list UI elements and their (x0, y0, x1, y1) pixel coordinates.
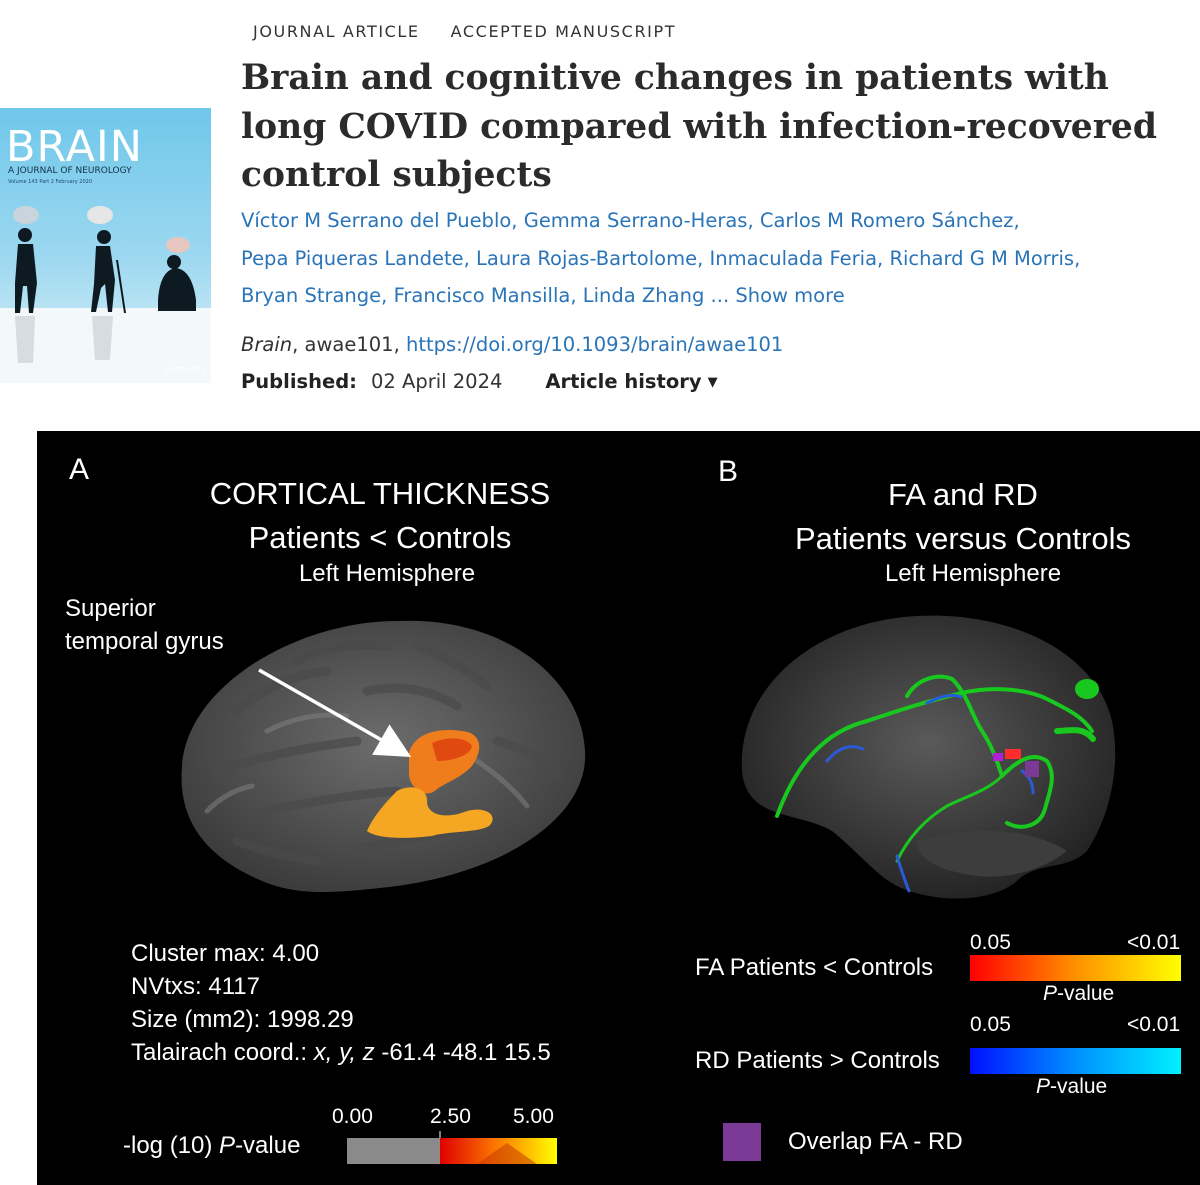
fa-tick-high: <0.01 (1127, 931, 1181, 954)
cover-illustration (0, 206, 211, 383)
cover-volume: Volume 143 Part 2 February 2020 (8, 179, 93, 185)
overlap-swatch (723, 1123, 761, 1161)
annotation-temporal-gyrus: temporal gyrus (65, 628, 224, 655)
author-ellipsis: ... (710, 284, 730, 307)
article-history-dropdown[interactable]: Article history ▼ (545, 370, 718, 393)
author-link[interactable]: Linda Zhang (582, 284, 705, 307)
publication-info: Published: 02 April 2024 Article history… (241, 370, 718, 393)
author-link[interactable]: Bryan Strange (241, 284, 382, 307)
stat-size: Size (mm2): 1998.29 (131, 1006, 354, 1033)
fa-pvalue-label: P-value (1043, 982, 1115, 1005)
caret-down-icon: ▼ (707, 375, 718, 390)
author-link[interactable]: Francisco Mansilla (393, 284, 571, 307)
colorbar-a-tick-1: 2.50 (430, 1105, 471, 1128)
author-link[interactable]: Richard G M Morris (889, 246, 1075, 270)
journal-name: Brain (241, 333, 293, 356)
colorbar-a-tick-0: 0.00 (332, 1105, 373, 1128)
inflated-cortex-surface (181, 620, 586, 892)
panel-b-title: FA and RD (888, 477, 1038, 512)
doi-link[interactable]: https://doi.org/10.1093/brain/awae101 (405, 333, 784, 356)
figure: A CORTICAL THICKNESS Patients < Controls… (37, 431, 1200, 1185)
author-link[interactable]: Víctor M Serrano del Pueblo (241, 209, 512, 232)
author-link[interactable]: Inmaculada Feria (709, 246, 878, 270)
colorbar-rd (970, 1048, 1181, 1074)
article-id: , awae101, (292, 333, 406, 356)
author-link[interactable]: Laura Rojas-Bartolome (476, 246, 698, 270)
figure-images (181, 615, 1181, 1164)
article-title: Brain and cognitive changes in patients … (241, 58, 1158, 195)
author-list: Víctor M Serrano del Pueblo, Gemma Serra… (241, 209, 1081, 307)
panel-a-hemisphere: Left Hemisphere (298, 560, 476, 587)
colorbar-a-label: -log (10) P-value (123, 1132, 301, 1159)
article-header: JOURNAL ARTICLE ACCEPTED MANUSCRIPT BRAI… (0, 0, 1200, 425)
cover-publisher: OXFORD (165, 366, 205, 375)
author-link[interactable]: Pepa Piqueras Landete (241, 246, 464, 270)
fa-legend-label: FA Patients < Controls (695, 954, 934, 981)
rd-legend-label: RD Patients > Controls (695, 1047, 940, 1074)
colorbar-a-tick-2: 5.00 (513, 1105, 554, 1128)
stat-nvtxs: NVtxs: 4117 (131, 973, 260, 1000)
show-more-authors-link[interactable]: Show more (735, 284, 845, 307)
citation-line: Brain, awae101, https://doi.org/10.1093/… (241, 333, 783, 356)
published-label: Published: (241, 370, 357, 393)
overlap-legend-label: Overlap FA - RD (788, 1128, 963, 1155)
author-link[interactable]: Gemma Serrano-Heras (523, 209, 748, 232)
panel-a-letter: A (69, 453, 90, 486)
rd-pvalue-label: P-value (1036, 1075, 1108, 1098)
fa-tick-low: 0.05 (970, 931, 1011, 954)
annotation-superior: Superior (65, 595, 156, 622)
panel-b-letter: B (718, 455, 739, 488)
panel-b-comparison: Patients versus Controls (795, 521, 1131, 556)
mri-sagittal-slice (741, 615, 1116, 899)
stat-cluster-max: Cluster max: 4.00 (131, 940, 320, 967)
rd-tick-low: 0.05 (970, 1013, 1011, 1036)
journal-cover[interactable]: BRAIN A JOURNAL OF NEUROLOGY Volume 143 … (0, 108, 211, 383)
panel-b-hemisphere: Left Hemisphere (884, 560, 1062, 587)
panel-a-title: CORTICAL THICKNESS (209, 476, 551, 511)
author-link[interactable]: Carlos M Romero Sánchez (759, 209, 1014, 232)
badge-accepted-manuscript: ACCEPTED MANUSCRIPT (450, 22, 677, 41)
article-badges: JOURNAL ARTICLE ACCEPTED MANUSCRIPT (253, 22, 676, 41)
cover-subtitle: A JOURNAL OF NEUROLOGY (8, 166, 132, 176)
panel-a-comparison: Patients < Controls (248, 520, 512, 555)
colorbar-fa (970, 955, 1181, 981)
cover-title: BRAIN (6, 122, 143, 172)
rd-tick-high: <0.01 (1127, 1013, 1181, 1036)
colorbar-a-gray (347, 1138, 440, 1164)
badge-journal-article: JOURNAL ARTICLE (253, 22, 420, 41)
arrow-icon (258, 668, 412, 757)
published-date: 02 April 2024 (370, 370, 503, 393)
stat-talairach: Talairach coord.: x, y, z -61.4 -48.1 15… (131, 1039, 551, 1066)
